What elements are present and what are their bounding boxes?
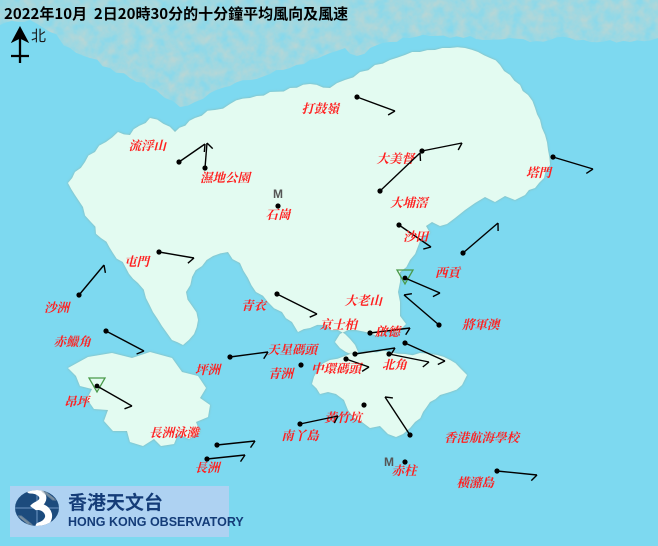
svg-text:長洲: 長洲 [194,458,222,476]
svg-text:京士柏: 京士柏 [319,315,359,333]
svg-text:赤柱: 赤柱 [391,461,419,479]
svg-text:啟德: 啟德 [375,322,403,340]
svg-text:坪洲: 坪洲 [195,360,223,378]
svg-text:大美督: 大美督 [376,149,416,167]
svg-text:流浮山: 流浮山 [128,136,167,154]
svg-text:打鼓嶺: 打鼓嶺 [301,99,340,117]
svg-text:南丫島: 南丫島 [281,426,320,444]
svg-text:橫瀦島: 橫瀦島 [456,473,495,491]
svg-text:大埔滘: 大埔滘 [390,193,430,211]
svg-text:沙田: 沙田 [403,227,430,245]
svg-text:西貢: 西貢 [435,263,463,281]
svg-text:濕地公園: 濕地公園 [200,168,253,186]
svg-text:中環碼頭: 中環碼頭 [311,359,364,377]
svg-text:北角: 北角 [382,355,408,373]
svg-text:昂坪: 昂坪 [64,392,92,410]
svg-text:天星碼頭: 天星碼頭 [267,340,320,358]
svg-text:石崗: 石崗 [265,205,292,223]
svg-text:北: 北 [31,25,46,46]
svg-text:長洲泳灘: 長洲泳灘 [149,423,202,441]
svg-text:香港航海學校: 香港航海學校 [444,428,522,446]
svg-text:青衣: 青衣 [241,296,268,314]
svg-text:塔門: 塔門 [526,163,554,181]
svg-text:屯門: 屯門 [124,252,152,270]
svg-text:青洲: 青洲 [268,364,296,382]
svg-text:大老山: 大老山 [344,291,383,309]
svg-text:M: M [273,187,283,201]
svg-text:將軍澳: 將軍澳 [462,315,501,333]
svg-text:沙洲: 沙洲 [44,298,72,316]
svg-text:赤鱲角: 赤鱲角 [53,332,91,350]
